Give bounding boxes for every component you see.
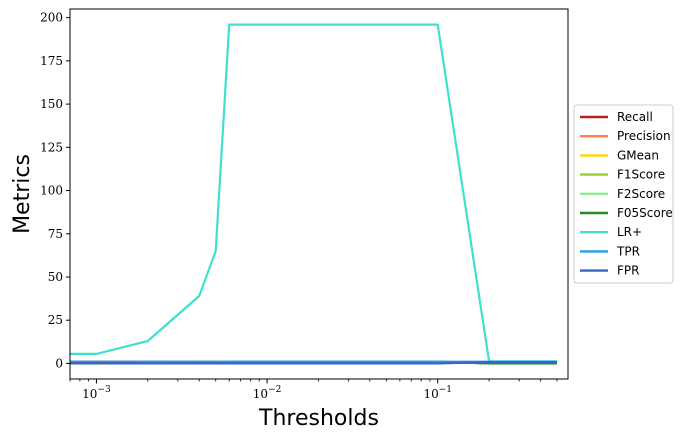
legend-label: TPR xyxy=(616,244,640,258)
legend-label: F1Score xyxy=(617,168,665,182)
x-axis-title: Thresholds xyxy=(258,406,379,431)
y-tick-label: 150 xyxy=(40,97,63,111)
legend-label: Precision xyxy=(617,129,671,143)
x-tick-exponent: −2 xyxy=(268,385,281,395)
x-tick-base: 10 xyxy=(423,387,438,401)
y-tick-label: 125 xyxy=(40,140,63,154)
x-tick-label: 10−1 xyxy=(423,385,452,401)
series-line-lr- xyxy=(70,23,557,363)
legend-frame xyxy=(573,104,674,284)
legend-label: GMean xyxy=(617,148,659,162)
y-axis-title: Metrics xyxy=(10,154,35,234)
legend: Recall Precision GMean F1Score F2Score F05Sco… xyxy=(573,104,674,284)
x-tick-label: 10−3 xyxy=(82,385,111,401)
y-tick-label: 100 xyxy=(40,184,63,198)
legend-label: Recall xyxy=(617,110,653,124)
x-tick-exponent: −3 xyxy=(97,385,111,395)
y-tick-label: 75 xyxy=(48,227,63,241)
y-axis-ticks: 0 25 50 75 100 125 150 175 200 xyxy=(40,11,70,370)
plot-frame xyxy=(69,8,569,380)
legend-label: LR+ xyxy=(617,225,642,239)
y-tick-label: 175 xyxy=(40,54,63,68)
x-axis-ticks: 10−3 10−2 10−1 xyxy=(69,379,558,401)
legend-label: F05Score xyxy=(617,206,673,220)
y-tick-label: 25 xyxy=(48,313,63,327)
y-tick-label: 200 xyxy=(40,11,63,25)
series-layer xyxy=(70,23,557,365)
legend-label: F2Score xyxy=(617,187,665,201)
x-tick-label: 10−2 xyxy=(253,385,282,401)
x-tick-base: 10 xyxy=(253,387,268,401)
y-tick-label: 0 xyxy=(55,356,63,370)
x-tick-base: 10 xyxy=(82,387,97,401)
x-tick-exponent: −1 xyxy=(439,385,452,395)
y-tick-label: 50 xyxy=(48,270,63,284)
legend-label: FPR xyxy=(617,264,639,278)
series-line-fpr xyxy=(70,361,557,365)
